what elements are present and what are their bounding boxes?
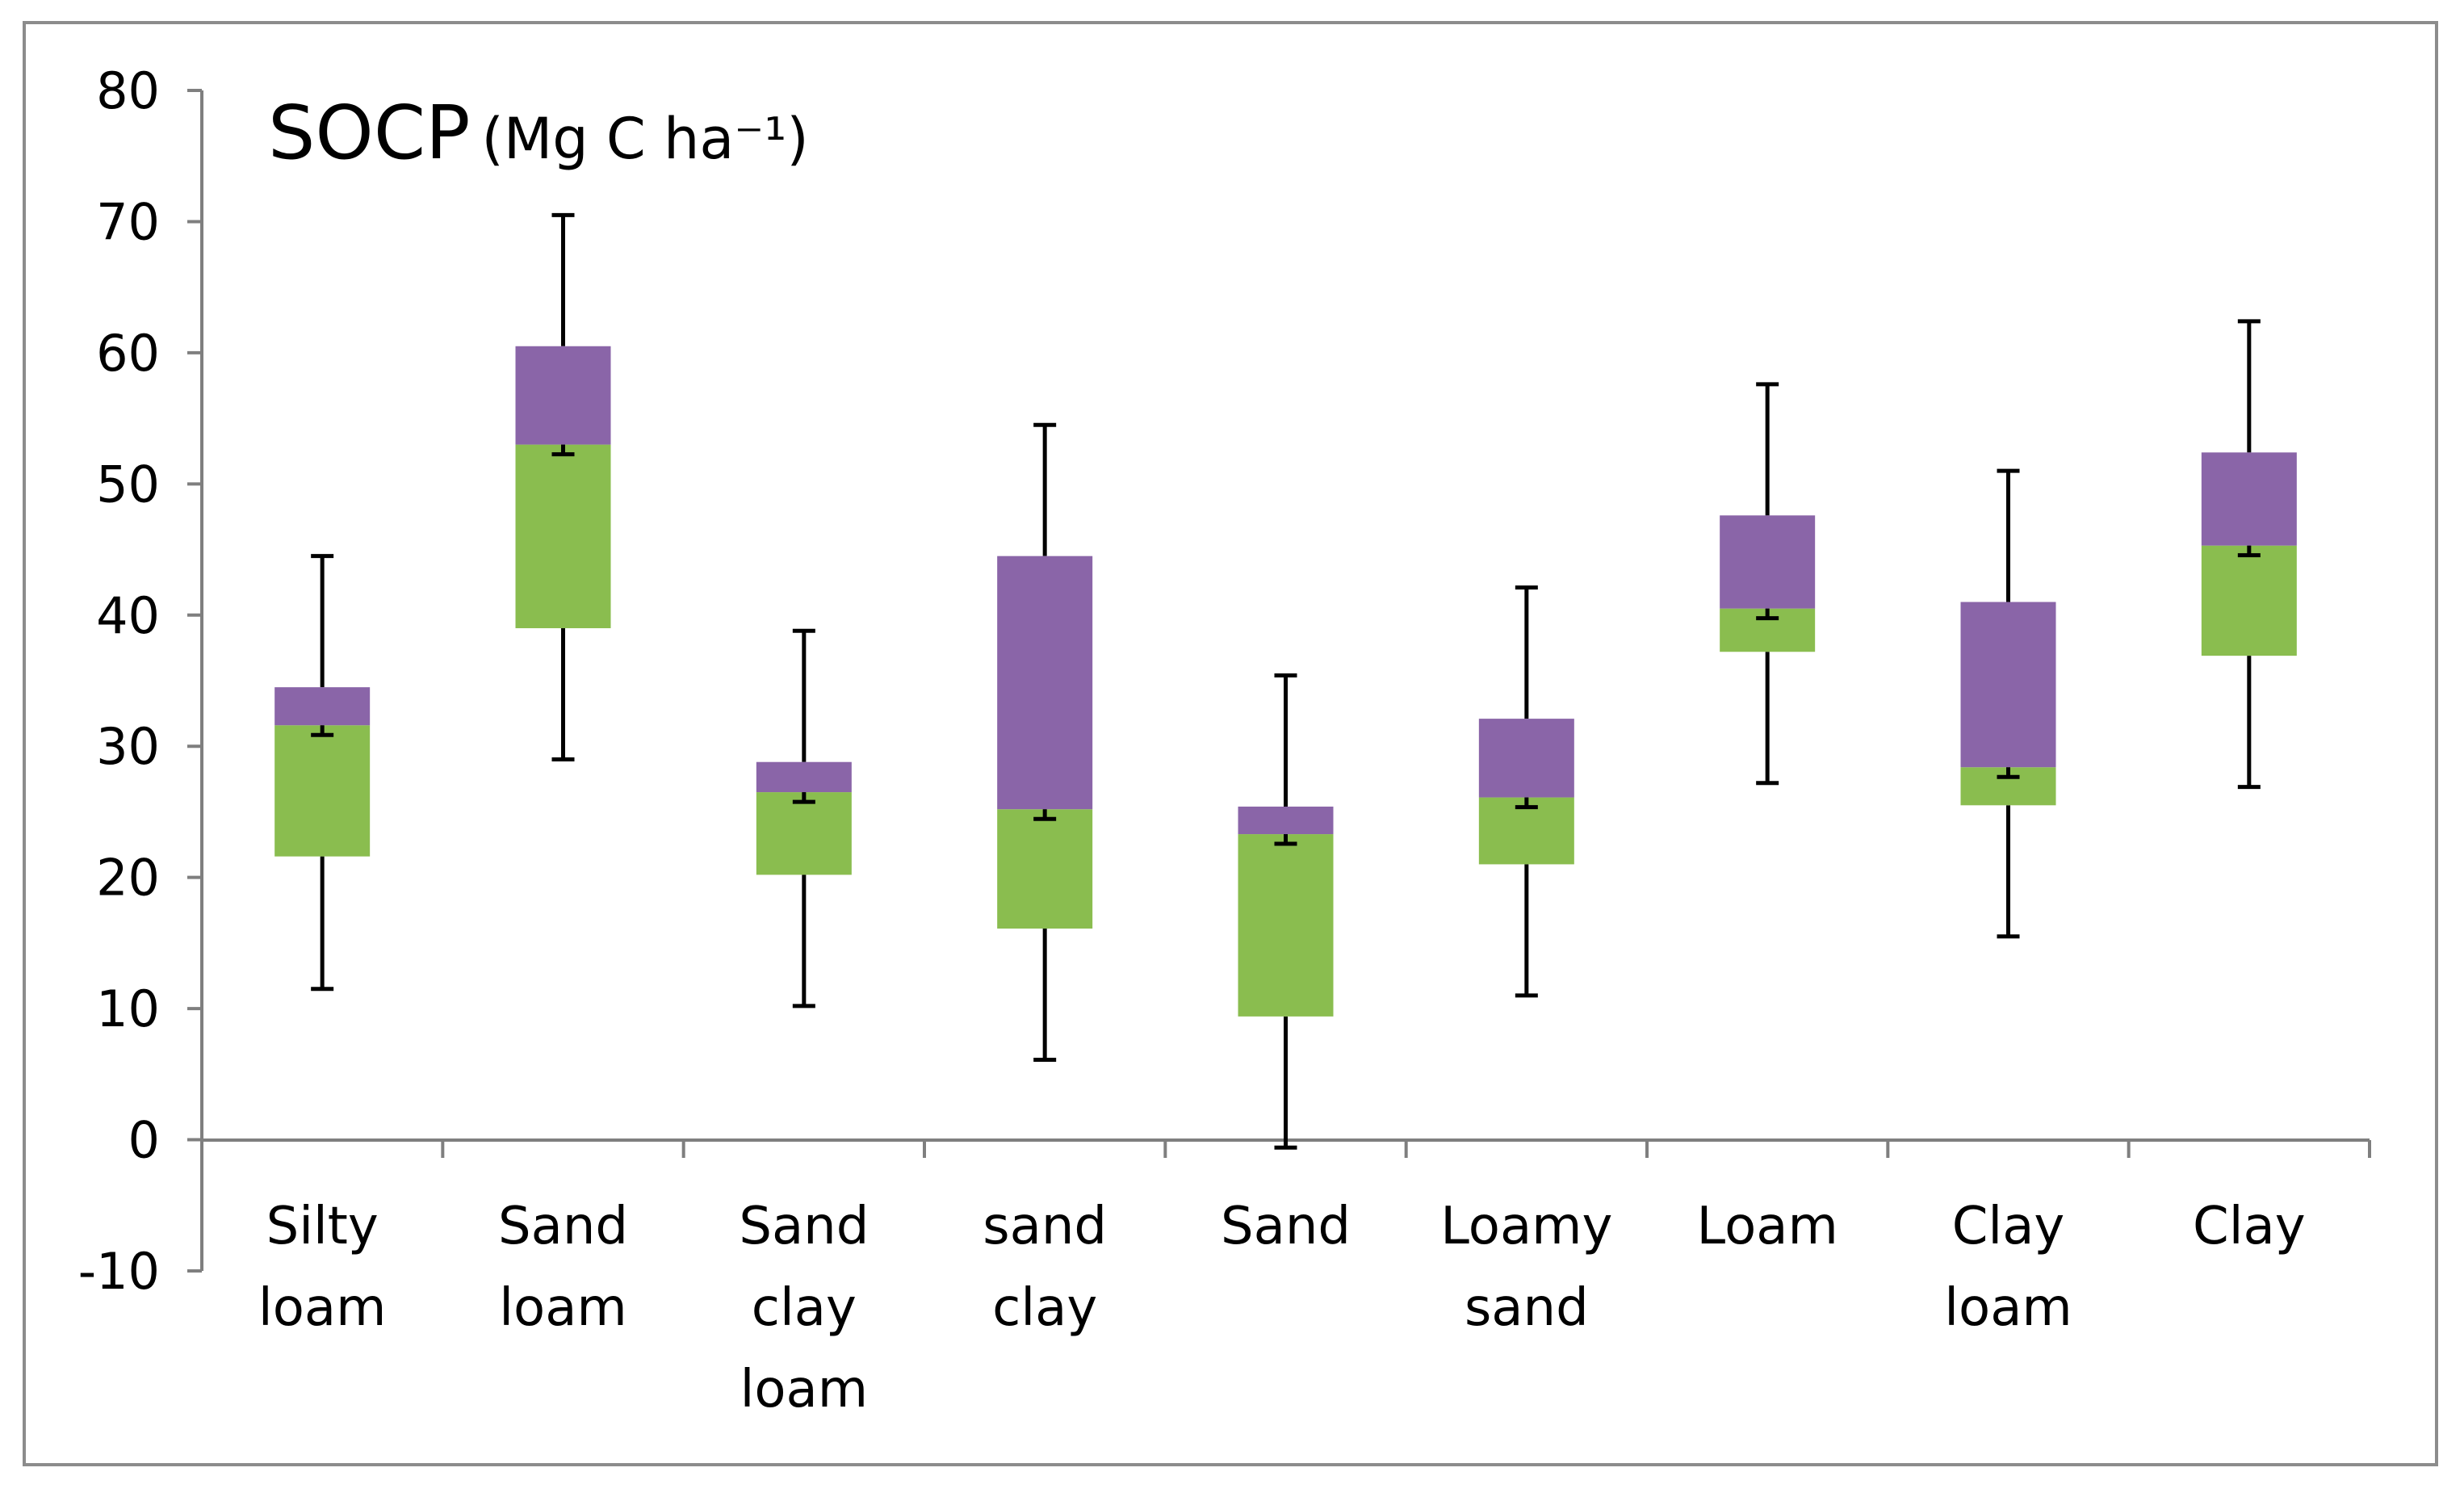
x-category-label: Sand: [739, 1197, 869, 1256]
chart-title-unit: Mg C ha⁻¹: [504, 106, 786, 172]
x-category-label: clay: [752, 1278, 857, 1338]
lower-box-segment: [2201, 545, 2297, 656]
x-category-label: loam: [258, 1278, 387, 1338]
upper-box-segment: [1238, 806, 1334, 835]
lower-box-segment: [1238, 834, 1334, 1017]
box-group: [2201, 319, 2297, 790]
y-tick-label: 30: [96, 717, 160, 776]
labels-layer: 80 70 60 50 40 30 20 10 0 -10 Silty loam Sand loam San…: [78, 61, 2306, 1419]
x-category-label: clay: [992, 1278, 1097, 1338]
x-category-label: Silty: [266, 1197, 379, 1256]
lower-box-segment: [997, 809, 1093, 929]
box-group: [756, 628, 852, 1008]
y-tick-label: 10: [96, 979, 160, 1038]
upper-box-segment: [2201, 452, 2297, 546]
boxes-layer: [274, 212, 2297, 1150]
chart-title-open-paren: (: [482, 106, 504, 172]
x-category-label: Sand: [1221, 1197, 1351, 1256]
x-category-label: sand: [983, 1197, 1107, 1256]
y-tick-label: 80: [96, 61, 160, 120]
upper-box-segment: [997, 556, 1093, 810]
y-tick-label: 40: [96, 586, 160, 645]
x-category-label: Loamy: [1440, 1197, 1612, 1256]
y-tick-label: 0: [128, 1111, 160, 1170]
upper-box-segment: [274, 687, 371, 726]
x-category-label: Sand: [498, 1197, 628, 1256]
lower-box-segment: [756, 792, 852, 875]
x-category-label: Loam: [1697, 1197, 1838, 1256]
box-group: [997, 422, 1093, 1062]
box-group: [1720, 382, 1816, 786]
upper-box-segment: [1960, 602, 2056, 768]
y-tick-label: 20: [96, 849, 160, 908]
lower-box-segment: [274, 725, 371, 857]
upper-box-segment: [1720, 515, 1816, 609]
box-group: [1960, 468, 2056, 939]
x-category-label: loam: [740, 1360, 869, 1419]
x-category-label: Clay: [2193, 1197, 2306, 1256]
chart-title: SOCP (Mg C ha⁻¹): [268, 90, 809, 176]
chart-title-main: SOCP: [268, 90, 471, 176]
box-group: [515, 212, 611, 761]
y-tick-label: -10: [78, 1242, 160, 1301]
upper-box-segment: [1478, 719, 1574, 798]
y-tick-label: 50: [96, 455, 160, 514]
box-group: [1238, 673, 1334, 1150]
y-tick-label: 60: [96, 324, 160, 383]
upper-box-segment: [515, 346, 611, 445]
x-category-label: loam: [499, 1278, 627, 1338]
chart-title-close-paren: ): [786, 106, 808, 172]
y-tick-label: 70: [96, 192, 160, 251]
upper-box-segment: [756, 761, 852, 793]
box-group: [1478, 585, 1574, 998]
lower-box-segment: [515, 444, 611, 629]
x-category-label: loam: [1944, 1278, 2072, 1338]
x-category-label: Clay: [1952, 1197, 2065, 1256]
box-group: [274, 554, 371, 992]
x-category-label: sand: [1465, 1278, 1589, 1338]
